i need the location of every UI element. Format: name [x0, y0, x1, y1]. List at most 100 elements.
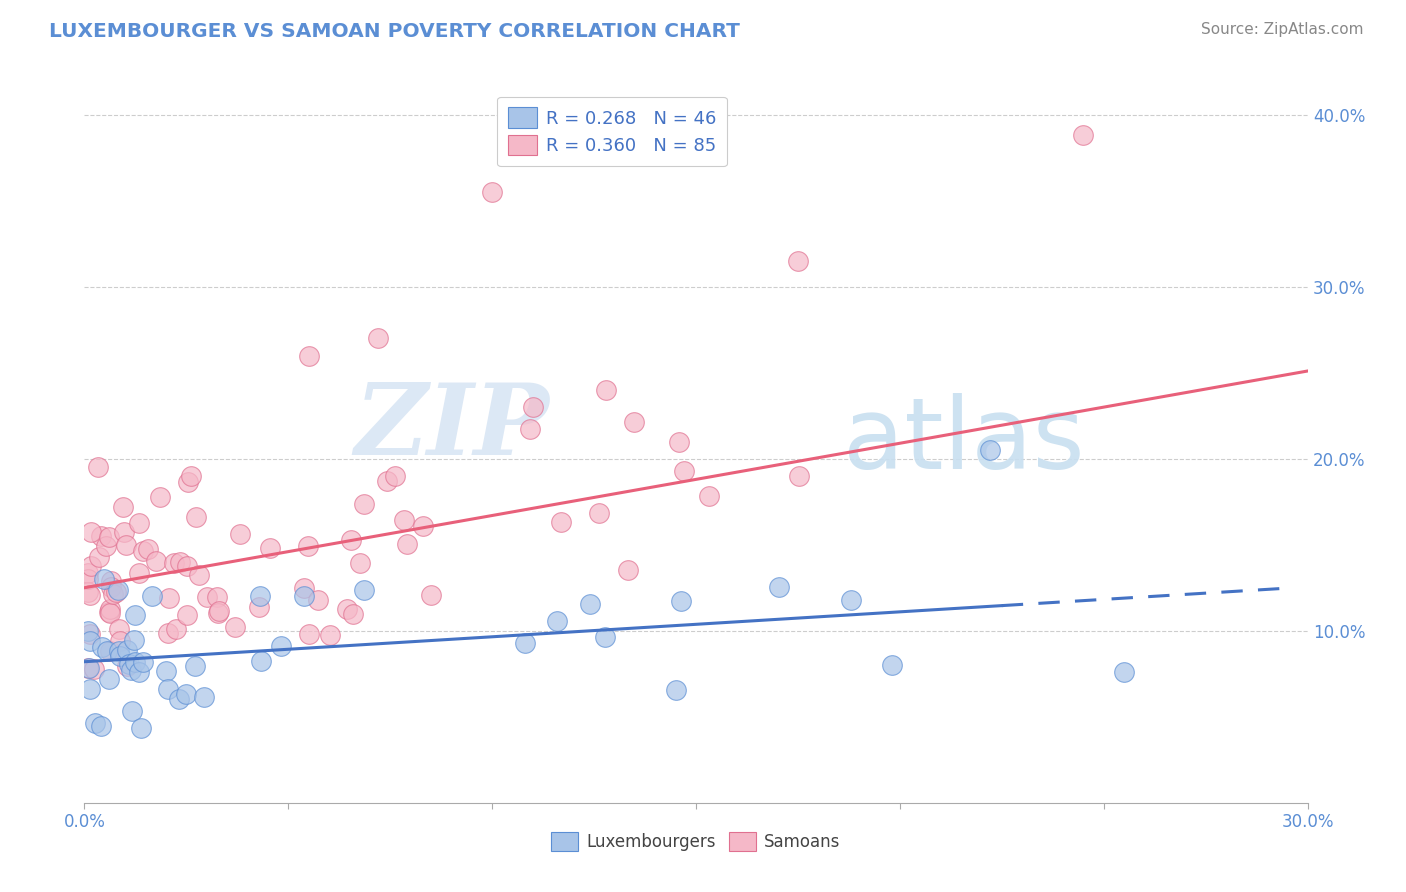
Point	[697, 489, 720, 503]
Point	[177, 475, 200, 490]
Point	[79, 633, 101, 648]
Point	[623, 415, 645, 429]
Point	[297, 539, 319, 553]
Point	[188, 567, 211, 582]
Point	[98, 673, 121, 687]
Point	[247, 599, 270, 614]
Point	[108, 633, 131, 648]
Point	[79, 559, 101, 574]
Point	[157, 591, 180, 606]
Point	[128, 566, 150, 580]
Point	[79, 627, 101, 641]
Point	[79, 588, 101, 602]
Point	[77, 661, 100, 675]
Point	[550, 515, 572, 529]
Point	[197, 590, 219, 604]
Point	[174, 687, 197, 701]
Point	[349, 556, 371, 570]
Point	[546, 614, 568, 628]
Point	[107, 644, 129, 658]
Point	[100, 581, 122, 595]
Point	[207, 606, 229, 620]
Point	[294, 589, 316, 603]
Point	[193, 690, 215, 705]
Point	[616, 563, 638, 577]
Point	[167, 692, 190, 706]
Point	[83, 662, 105, 676]
Point	[353, 582, 375, 597]
Point	[156, 626, 179, 640]
Point	[141, 589, 163, 603]
Point	[340, 533, 363, 547]
Point	[108, 622, 131, 636]
Point	[98, 643, 121, 657]
Point	[787, 469, 810, 483]
Point	[120, 663, 142, 677]
Point	[128, 516, 150, 530]
Point	[111, 500, 134, 514]
Point	[412, 519, 434, 533]
Legend: Luxembourgers, Samoans: Luxembourgers, Samoans	[543, 823, 849, 860]
Point	[595, 383, 617, 397]
Point	[839, 592, 862, 607]
Point	[124, 608, 146, 623]
Point	[98, 606, 121, 620]
Point	[205, 590, 228, 604]
Point	[307, 593, 329, 607]
Point	[117, 657, 139, 671]
Point	[115, 643, 138, 657]
Point	[79, 681, 101, 696]
Point	[145, 553, 167, 567]
Point	[107, 582, 129, 597]
Point	[579, 597, 602, 611]
Point	[375, 475, 398, 489]
Point	[224, 620, 246, 634]
Point	[229, 526, 252, 541]
Point	[342, 607, 364, 621]
Point	[249, 654, 271, 668]
Point	[673, 464, 696, 478]
Point	[1114, 665, 1136, 679]
Point	[129, 721, 152, 735]
Point	[128, 665, 150, 679]
Point	[481, 185, 503, 199]
Point	[124, 655, 146, 669]
Point	[787, 253, 810, 268]
Point	[115, 659, 138, 673]
Point	[77, 572, 100, 586]
Point	[90, 529, 112, 543]
Point	[298, 626, 321, 640]
Point	[97, 606, 120, 620]
Point	[519, 422, 541, 436]
Point	[419, 588, 441, 602]
Point	[93, 572, 115, 586]
Point	[115, 538, 138, 552]
Point	[132, 543, 155, 558]
Point	[367, 331, 389, 345]
Point	[79, 661, 101, 675]
Point	[979, 443, 1001, 458]
Point	[768, 580, 790, 594]
Point	[112, 525, 135, 540]
Point	[336, 602, 359, 616]
Text: atlas: atlas	[842, 393, 1084, 490]
Point	[77, 584, 100, 599]
Point	[97, 530, 120, 544]
Point	[169, 555, 191, 569]
Point	[77, 566, 100, 581]
Point	[149, 491, 172, 505]
Point	[668, 435, 690, 450]
Text: LUXEMBOURGER VS SAMOAN POVERTY CORRELATION CHART: LUXEMBOURGER VS SAMOAN POVERTY CORRELATI…	[49, 22, 740, 41]
Point	[165, 623, 187, 637]
Point	[91, 640, 114, 654]
Point	[292, 581, 315, 595]
Point	[122, 633, 145, 648]
Point	[259, 541, 281, 555]
Point	[180, 468, 202, 483]
Point	[89, 549, 111, 564]
Point	[392, 513, 415, 527]
Point	[384, 468, 406, 483]
Point	[176, 607, 198, 622]
Point	[319, 628, 342, 642]
Point	[96, 539, 118, 553]
